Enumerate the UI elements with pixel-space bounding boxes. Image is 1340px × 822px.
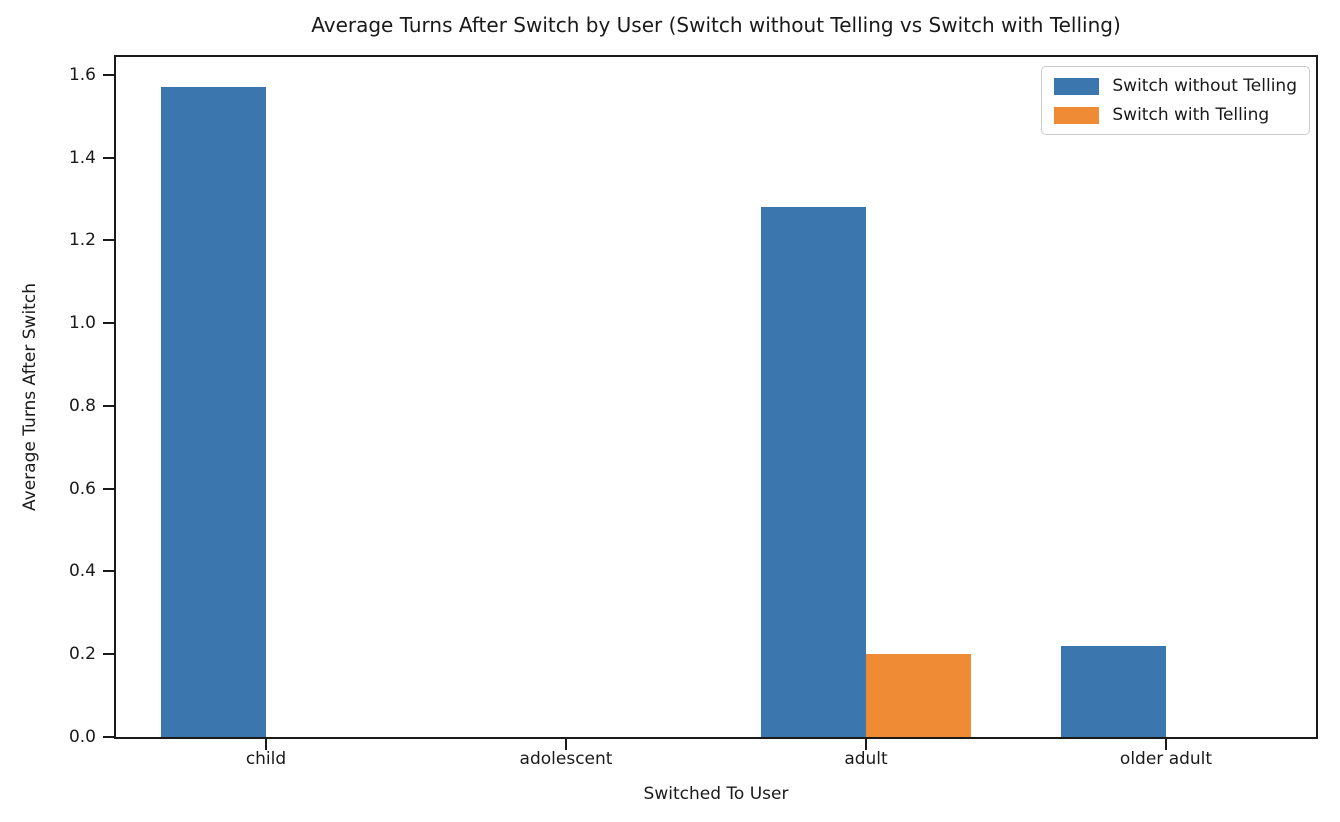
y-tick-mark-0-4 [103,570,114,573]
legend-label: Switch with Telling [1112,105,1270,125]
bar-switch-without-telling-child [161,87,266,737]
y-tick-label-0-8: 0.8 [68,395,96,416]
x-tick-mark-adolescent [565,739,567,750]
x-tick-mark-adult [865,739,867,750]
y-tick-label-0-4: 0.4 [68,561,96,582]
bar-switch-without-telling-older-adult [1061,646,1166,737]
y-tick-label-0-2: 0.2 [68,644,96,665]
bar-switch-without-telling-adult [761,207,866,737]
y-tick-mark-1-2 [103,239,114,242]
legend: Switch without Telling Switch with Tellin… [1041,66,1310,135]
x-tick-label-adult: adult [844,749,888,769]
y-tick-mark-0-8 [103,404,114,407]
legend-swatch-icon [1054,77,1100,95]
legend-item-switch-with-telling: Switch with Telling [1054,105,1297,125]
y-tick-mark-1-6 [103,73,114,76]
bar-switch-with-telling-adult [866,654,971,737]
y-tick-mark-1 [103,322,114,325]
y-tick-mark-0 [103,736,114,738]
legend-label: Switch without Telling [1112,76,1297,96]
x-tick-label-older-adult: older adult [1119,749,1213,769]
y-tick-mark-1-4 [103,156,114,159]
y-tick-label-0-6: 0.6 [68,478,96,499]
legend-item-switch-without-telling: Switch without Telling [1054,76,1297,96]
legend-swatch-icon [1054,106,1100,124]
y-tick-label-1-6: 1.6 [68,64,96,85]
x-tick-label-child: child [245,749,287,769]
y-tick-label-1-4: 1.4 [68,147,96,168]
chart-title: Average Turns After Switch by User (Swit… [311,13,1121,37]
x-tick-mark-older-adult [1165,739,1167,750]
x-axis-label: Switched To User [643,784,789,804]
y-tick-mark-0-2 [103,653,114,656]
y-tick-label-1: 1.0 [68,313,96,334]
y-tick-label-0: 0.0 [68,727,96,747]
y-tick-label-1-2: 1.2 [68,230,96,251]
x-tick-label-adolescent: adolescent [519,749,613,769]
y-tick-mark-0-6 [103,487,114,490]
x-tick-mark-child [265,739,267,750]
plot-area: Switch without Telling Switch with Tellin… [69,55,1318,769]
